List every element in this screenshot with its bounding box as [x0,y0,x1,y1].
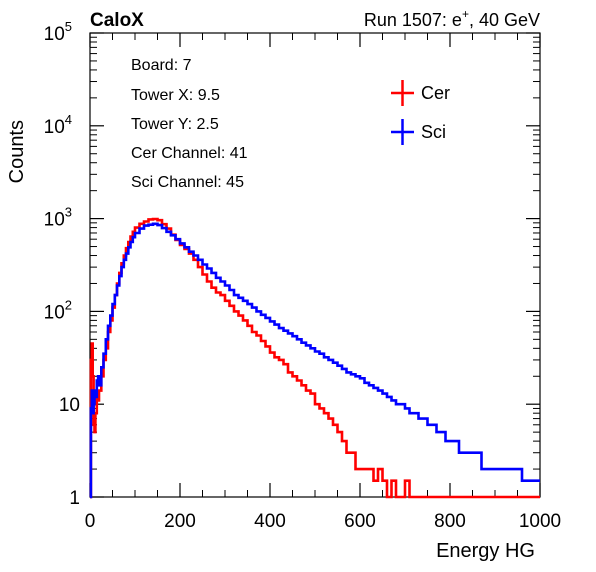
x-tick-label: 200 [164,511,196,532]
x-tick-label: 0 [85,511,96,532]
series-layer [89,217,540,499]
x-axis-title: Energy HG [436,540,535,562]
legend-marker-sci [391,119,414,145]
y-tick-label: 103 [44,205,72,231]
series-sci-line [89,222,540,499]
y-tick-label: 102 [44,297,72,323]
info-tower-y: Tower Y: 2.5 [131,116,219,133]
info-cer-channel: Cer Channel: 41 [131,145,248,162]
y-tick-label: 105 [44,19,72,45]
info-box: Board: 7 Tower X: 9.5 Tower Y: 2.5 Cer C… [131,57,248,191]
legend-label-cer: Cer [421,83,450,103]
legend: Cer Sci [391,80,450,145]
axis-ticks: 0 200 400 600 800 1000 1 10 102 103 104 105 [44,19,562,532]
header-energy-text: , 40 GeV [469,10,540,30]
info-tower-x: Tower X: 9.5 [131,87,220,104]
x-tick-label: 1000 [519,511,561,532]
y-tick-label: 1 [69,488,80,509]
y-axis-title: Counts [6,120,28,183]
header-left-label: CaloX [90,10,144,31]
header-sup-text: + [462,7,469,21]
header-run-text: Run 1507: e [364,10,462,30]
x-tick-label: 600 [344,511,376,532]
series-cer-line [89,217,540,499]
header-right-label: Run 1507: e+, 40 GeV [364,7,540,30]
x-tick-label: 400 [254,511,286,532]
x-tick-label: 800 [434,511,466,532]
y-tick-label: 10 [59,395,80,416]
legend-marker-cer [391,80,414,106]
info-board: Board: 7 [131,57,192,74]
info-sci-channel: Sci Channel: 45 [131,174,244,191]
legend-label-sci: Sci [421,122,446,142]
y-tick-label: 104 [44,112,72,138]
